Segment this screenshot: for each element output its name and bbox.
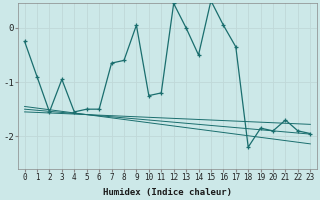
X-axis label: Humidex (Indice chaleur): Humidex (Indice chaleur) <box>103 188 232 197</box>
